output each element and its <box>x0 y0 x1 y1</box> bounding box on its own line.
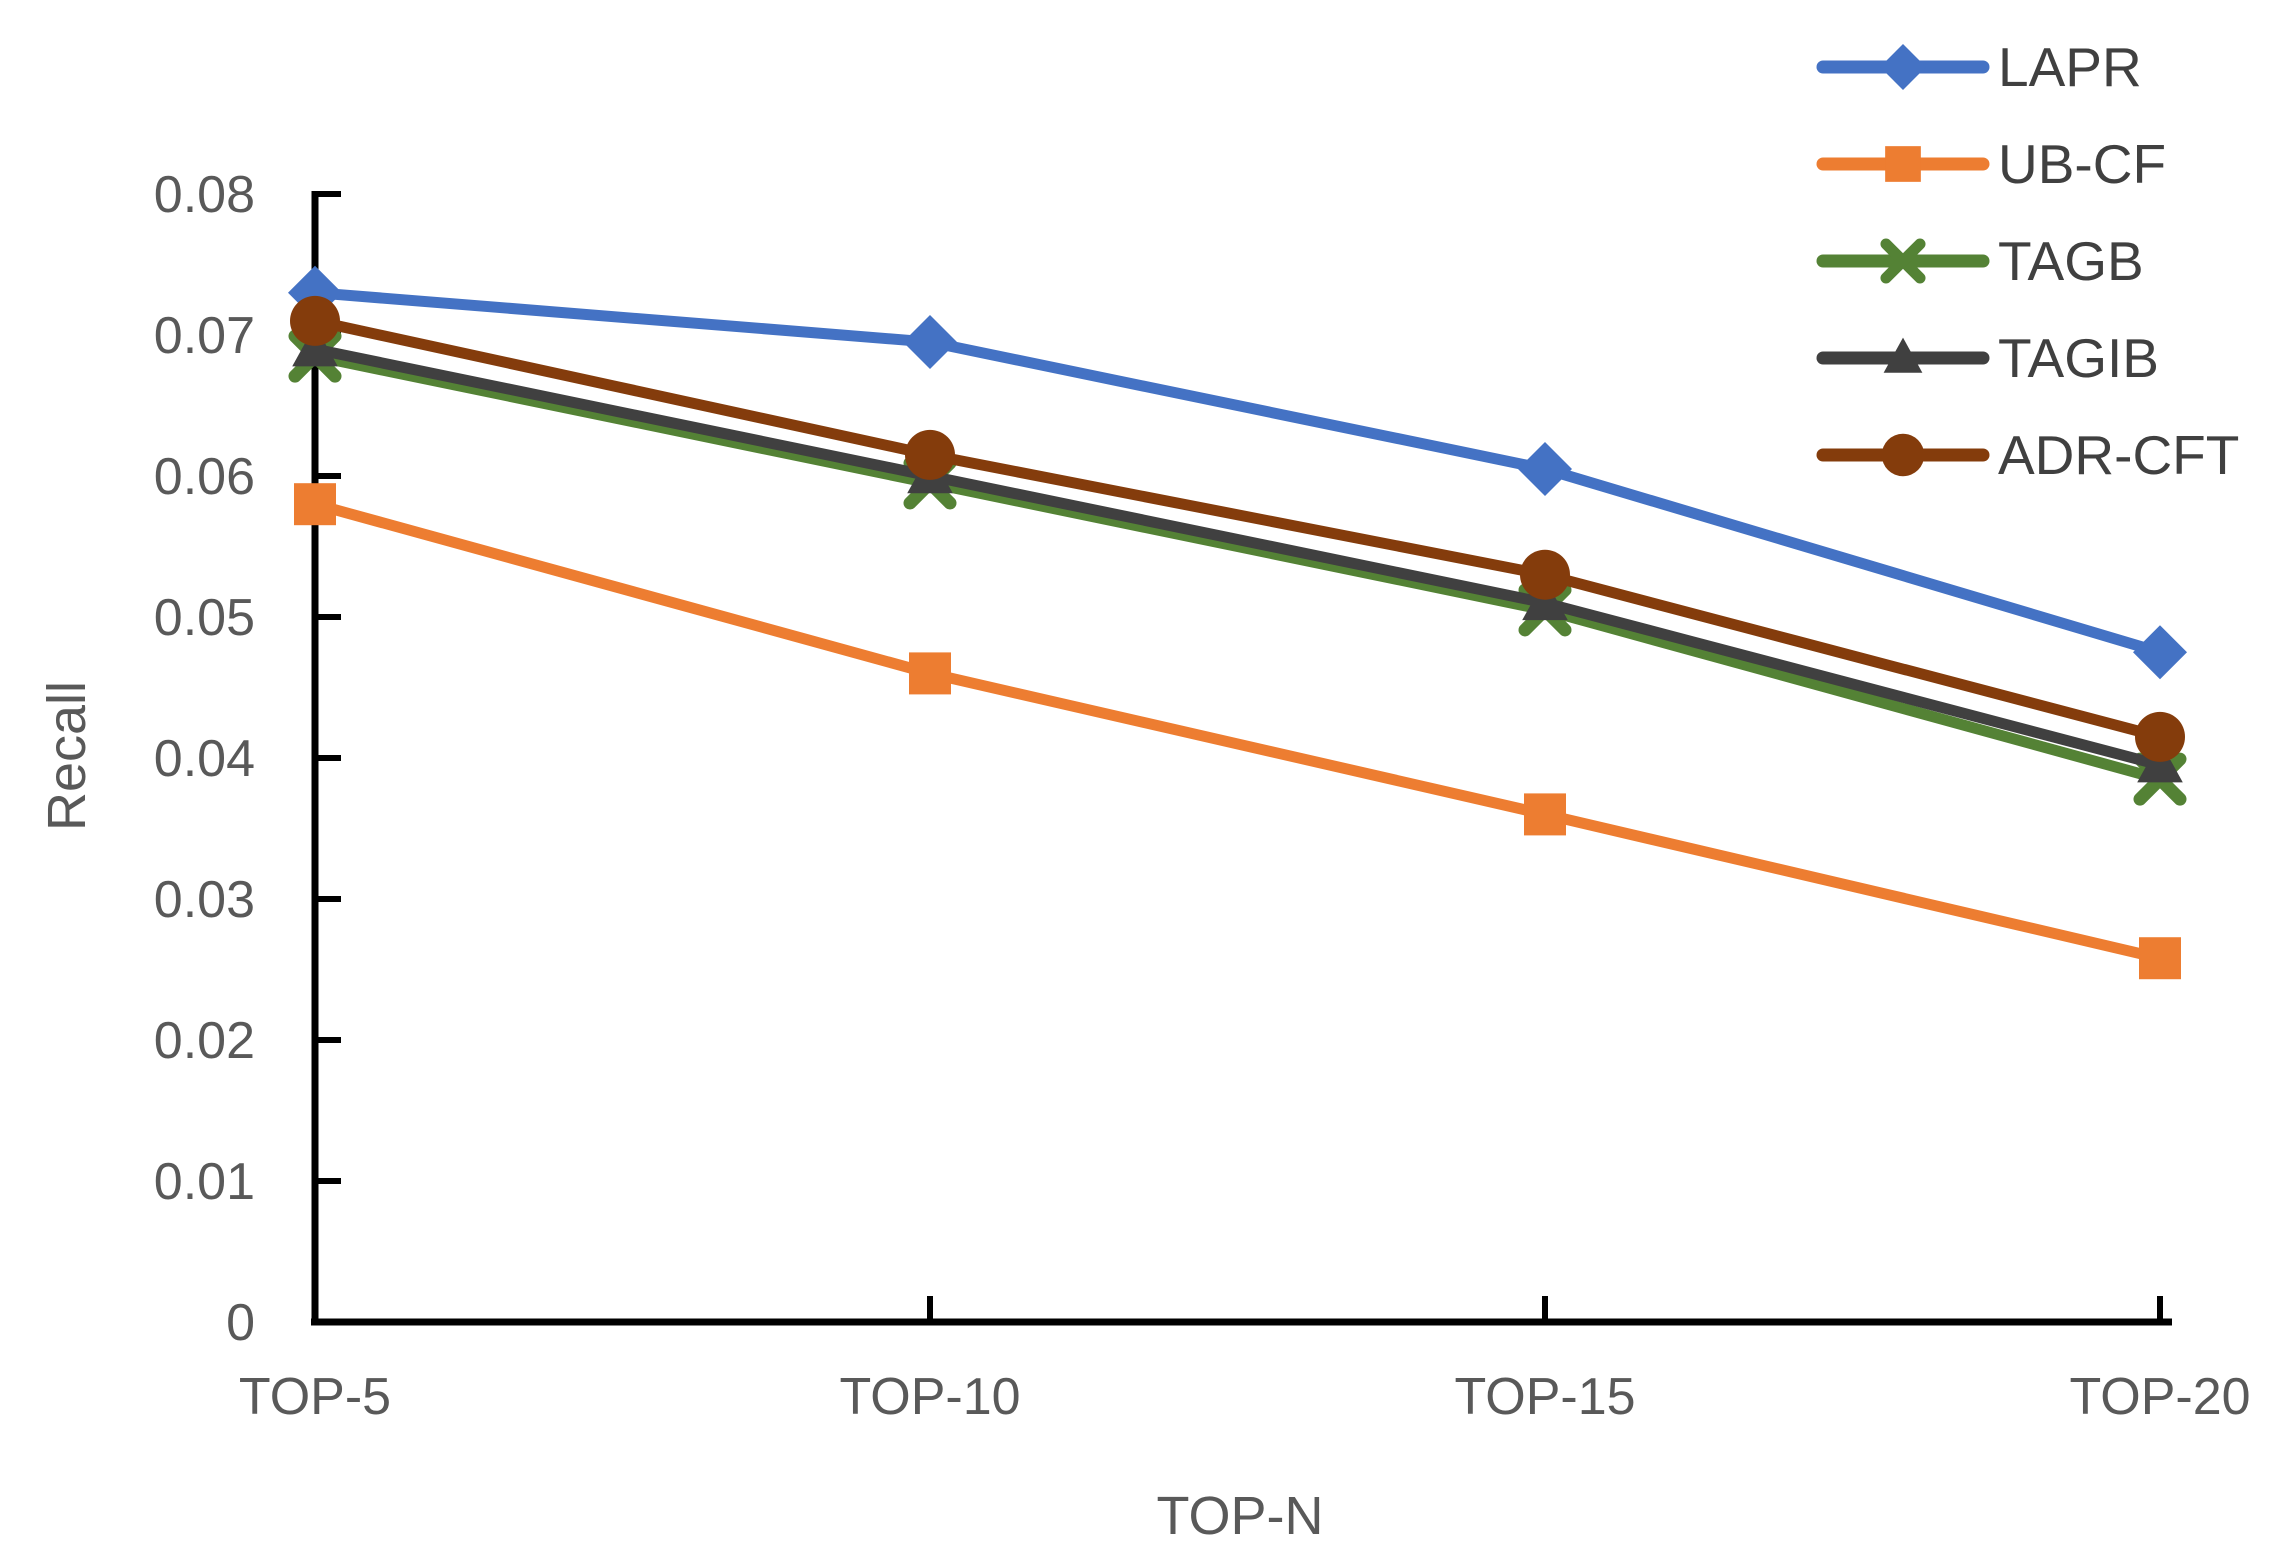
y-tick-label: 0.02 <box>154 1012 255 1070</box>
marker-diamond <box>1880 44 1926 90</box>
marker-circle <box>905 429 955 480</box>
y-tick-label: 0.07 <box>154 307 255 365</box>
y-tick-label: 0 <box>226 1294 255 1352</box>
series-line-TAGB <box>309 350 2166 785</box>
y-tick-label: 0.06 <box>154 448 255 506</box>
marker-triangle <box>1883 337 1923 373</box>
legend-item-TAGIB: TAGIB <box>1816 327 2159 389</box>
marker-square <box>294 483 336 526</box>
x-tick-label: TOP-20 <box>2069 1368 2250 1426</box>
legend-item-LAPR: LAPR <box>1816 36 2142 98</box>
marker-diamond <box>903 315 957 370</box>
marker-square <box>1524 793 1566 836</box>
x-tick-label: TOP-15 <box>1454 1368 1635 1426</box>
marker-diamond <box>2133 625 2187 680</box>
marker-circle <box>290 295 340 346</box>
series-line-ADR-CFT <box>309 315 2166 743</box>
marker-diamond <box>1518 441 1572 496</box>
legend-item-UB-CF: UB-CF <box>1816 133 2166 195</box>
x-tick-label: TOP-10 <box>839 1368 1020 1426</box>
y-tick-label: 0.04 <box>154 730 255 788</box>
legend-item-TAGB: TAGB <box>1816 230 2144 292</box>
marker-square <box>2139 937 2181 980</box>
marker-square <box>909 652 951 695</box>
marker-square <box>1885 146 1921 182</box>
y-tick-label: 0.01 <box>154 1153 255 1211</box>
series-line-LAPR <box>309 287 2166 658</box>
y-tick-label: 0.08 <box>154 166 255 224</box>
y-tick-label: 0.03 <box>154 871 255 929</box>
legend-label: TAGIB <box>1998 327 2159 389</box>
marker-circle <box>1881 433 1925 477</box>
series-line-TAGIB <box>309 343 2166 771</box>
y-tick-label: 0.05 <box>154 589 255 647</box>
marker-circle <box>2135 711 2185 762</box>
legend-label: TAGB <box>1998 230 2144 292</box>
y-axis-title: Recall <box>37 680 97 832</box>
marker-circle <box>1520 549 1570 600</box>
legend-label: ADR-CFT <box>1998 424 2239 486</box>
legend-label: UB-CF <box>1998 133 2166 195</box>
x-axis-title: TOP-N <box>1156 1486 1324 1546</box>
legend-label: LAPR <box>1998 36 2142 98</box>
marker-x <box>1880 238 1926 284</box>
x-tick-label: TOP-5 <box>239 1368 391 1426</box>
series-line-UB-CF <box>309 498 2166 964</box>
